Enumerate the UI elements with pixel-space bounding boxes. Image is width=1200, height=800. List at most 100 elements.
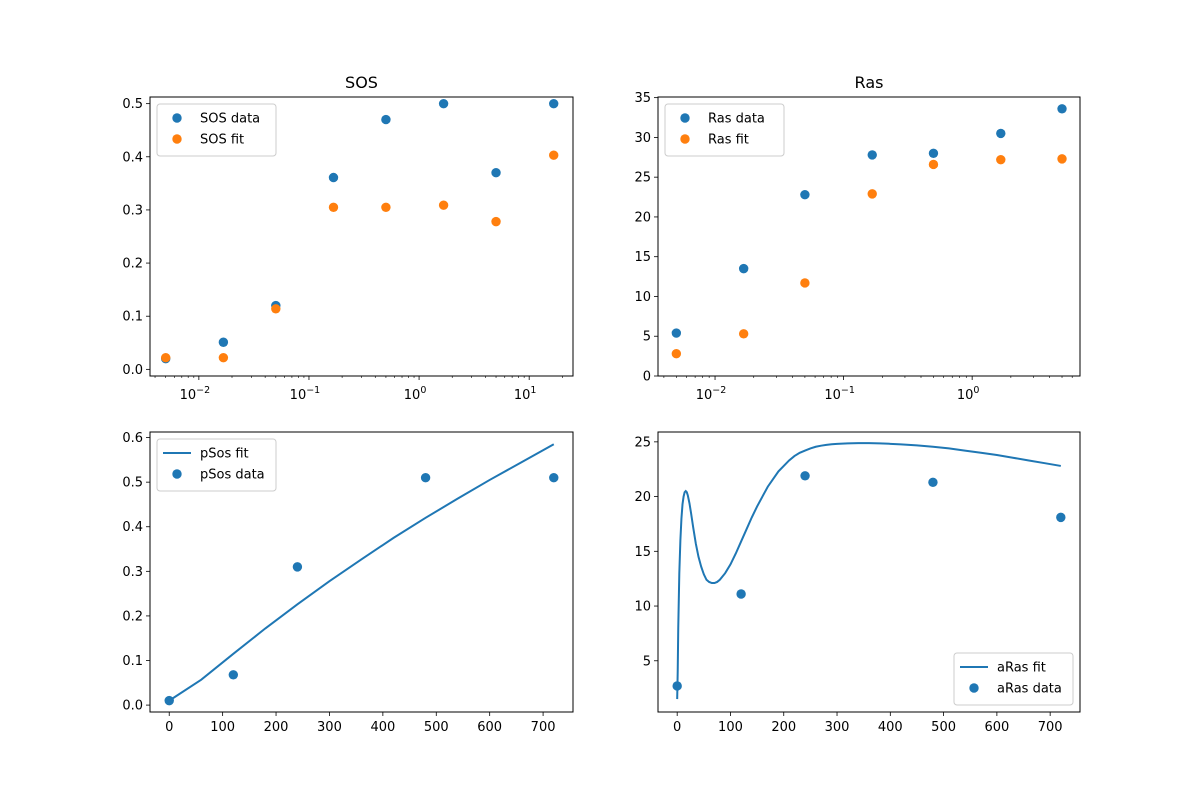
- data-point: [1057, 154, 1067, 164]
- data-point: [381, 202, 391, 212]
- legend: Ras data Ras fit: [664, 103, 785, 157]
- data-point: [867, 189, 877, 199]
- legend-label: pSos fit: [200, 447, 249, 462]
- y-tick-label: 0.0: [122, 699, 143, 714]
- series-line: [168, 443, 555, 702]
- data-point: [549, 473, 559, 483]
- data-point: [867, 150, 877, 160]
- y-tick-label: 0.5: [122, 97, 143, 112]
- legend-label: pSos data: [200, 468, 265, 483]
- x-tick-label: 100: [404, 385, 427, 403]
- data-point: [292, 562, 303, 572]
- x-tick-label: 400: [878, 720, 903, 735]
- x-tick-label-base: 10: [824, 388, 841, 403]
- y-tick-label: 5: [643, 330, 651, 345]
- y-tick-label: 0.4: [122, 520, 143, 535]
- x-tick-label: 500: [424, 720, 449, 735]
- data-point: [491, 216, 501, 227]
- legend-label: SOS fit: [200, 133, 244, 148]
- x-tick-label-base: 10: [514, 388, 531, 403]
- x-tick-label: 100: [718, 720, 743, 735]
- y-tick-label: 0.3: [122, 565, 143, 580]
- data-point: [996, 154, 1006, 165]
- data-point: [928, 477, 938, 488]
- y-tick-label: 25: [634, 435, 651, 450]
- y-tick-label: 5: [643, 654, 651, 669]
- legend: SOS data SOS fit: [156, 103, 277, 157]
- x-tick-label-exponent: 1: [530, 385, 536, 396]
- legend-point-marker: [680, 113, 690, 123]
- x-tick-label-base: 10: [180, 388, 197, 403]
- x-tick-label: 200: [264, 720, 289, 735]
- legend-label: Ras data: [708, 112, 765, 127]
- data-point: [218, 337, 229, 347]
- x-tick-label-base: 10: [290, 388, 307, 403]
- x-tick-label: 500: [931, 720, 956, 735]
- data-point: [549, 150, 559, 160]
- y-tick-label: 15: [634, 545, 651, 560]
- data-point: [800, 471, 810, 481]
- y-tick-label: 20: [634, 210, 651, 225]
- y-tick-label: 0.6: [122, 431, 143, 446]
- y-tick-label: 0.3: [122, 203, 143, 218]
- data-point: [672, 681, 682, 691]
- subplot-psos: 0 100 200 300 400 500 600 700 0.0 0.1 0.2 0.3 0.4 0.5…: [122, 431, 574, 735]
- x-tick-label-base: 10: [404, 388, 421, 403]
- y-tick-label: 0.4: [122, 150, 143, 165]
- data-point: [671, 328, 682, 338]
- x-tick-label-exponent: 0: [973, 385, 979, 396]
- legend-box: [664, 103, 785, 157]
- data-point: [671, 349, 682, 359]
- data-point: [420, 473, 431, 483]
- y-tick-label: 30: [634, 131, 651, 146]
- x-tick-label-exponent: −1: [306, 385, 320, 396]
- data-point: [271, 304, 281, 314]
- legend-point-marker: [969, 683, 979, 693]
- y-tick-label: 25: [634, 171, 651, 186]
- y-tick-label: 0.2: [122, 257, 143, 272]
- y-tick-label: 0: [643, 370, 651, 385]
- data-point: [381, 114, 391, 125]
- data-point: [491, 168, 501, 178]
- x-tick-label: 100: [210, 720, 235, 735]
- axes-frame: [149, 431, 574, 713]
- data-point: [328, 202, 339, 212]
- data-point: [438, 200, 449, 210]
- x-tick-label-exponent: −2: [712, 385, 726, 396]
- axes-frame: [657, 431, 1081, 713]
- data-point: [738, 263, 749, 274]
- x-tick-label: 0: [165, 720, 173, 735]
- x-tick-label: 600: [984, 720, 1009, 735]
- legend-point-marker: [172, 134, 182, 144]
- data-point: [928, 159, 939, 170]
- legend-label: SOS data: [200, 112, 260, 127]
- y-tick-label: 35: [634, 91, 651, 106]
- y-tick-label: 10: [634, 600, 651, 615]
- x-tick-label-exponent: 0: [420, 385, 426, 396]
- x-tick-label: 200: [771, 720, 796, 735]
- x-tick-label: 400: [370, 720, 395, 735]
- y-tick-label: 0.2: [122, 609, 143, 624]
- x-tick-label: 700: [1038, 720, 1063, 735]
- data-point: [928, 148, 939, 159]
- legend-label: aRas data: [997, 682, 1062, 697]
- legend-point-marker: [680, 134, 690, 144]
- chart-title: SOS: [345, 73, 378, 92]
- x-tick-label-exponent: −1: [841, 385, 855, 396]
- y-tick-label: 20: [634, 490, 651, 505]
- x-tick-label: 300: [825, 720, 850, 735]
- x-tick-label: 10−2: [696, 385, 727, 403]
- legend-point-marker: [172, 113, 182, 123]
- y-tick-label: 0.1: [122, 310, 143, 325]
- data-point: [996, 128, 1006, 139]
- legend-label: aRas fit: [997, 661, 1046, 676]
- x-tick-label-base: 10: [957, 388, 974, 403]
- series-line: [676, 442, 1061, 700]
- x-tick-label: 300: [317, 720, 342, 735]
- y-tick-label: 10: [634, 290, 651, 305]
- x-tick-label: 10−2: [180, 385, 211, 403]
- data-point: [161, 352, 171, 363]
